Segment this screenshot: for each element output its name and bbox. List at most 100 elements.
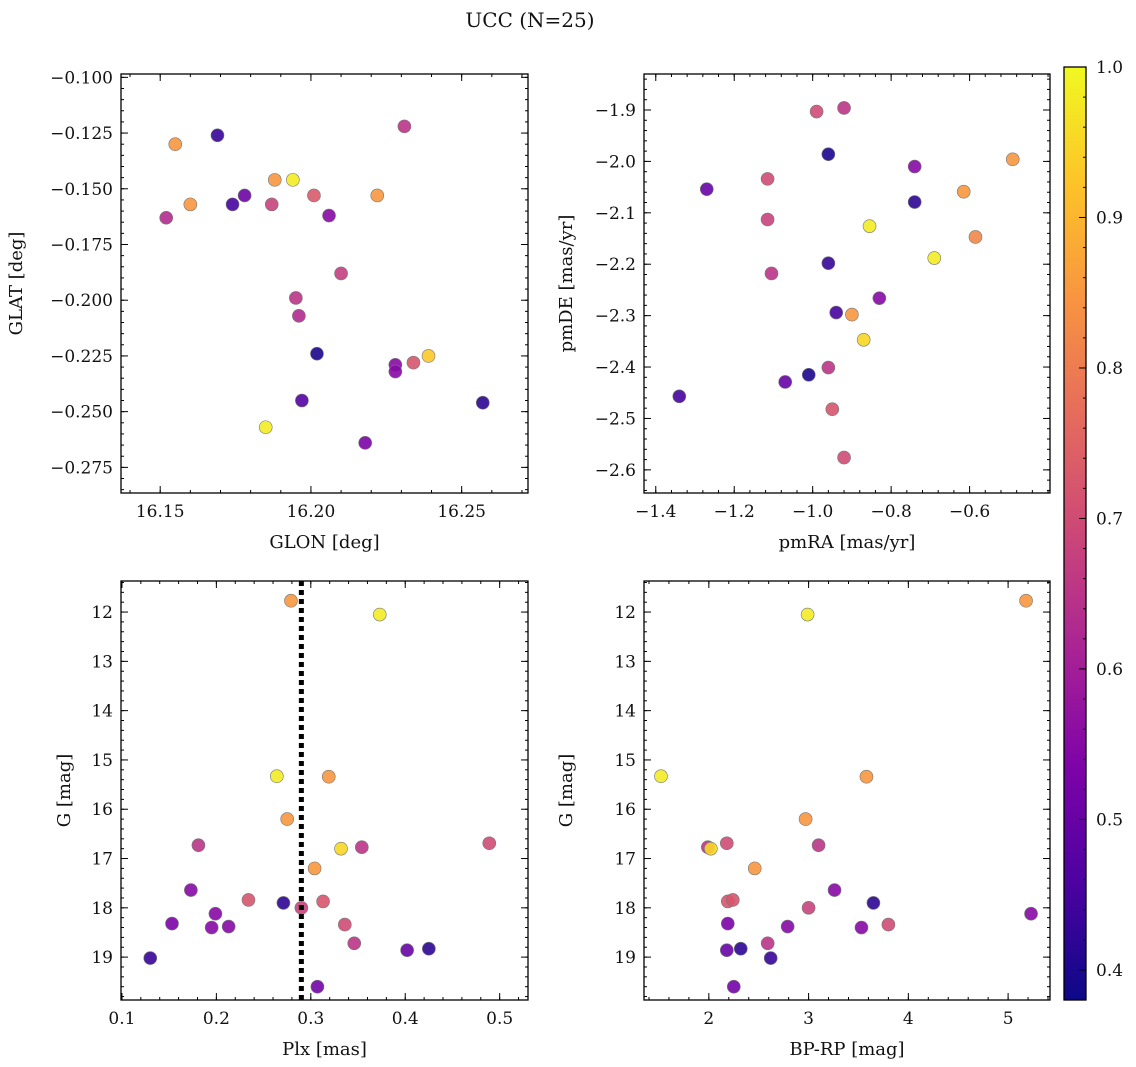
- y-axis-label: G [mag]: [556, 754, 577, 827]
- data-point: [726, 979, 741, 994]
- y-tick-label: −0.175: [50, 235, 113, 255]
- data-point: [267, 173, 282, 187]
- data-point: [798, 812, 813, 826]
- data-point: [927, 251, 942, 265]
- data-point: [821, 256, 836, 270]
- data-point: [270, 769, 284, 784]
- colorbar-gradient: [1063, 66, 1087, 1001]
- data-point: [286, 173, 300, 187]
- x-tick-label: 0.4: [392, 1009, 419, 1029]
- x-tick-label: 0.2: [203, 1009, 230, 1029]
- y-tick-label: 18: [614, 899, 636, 919]
- data-point: [1005, 152, 1020, 167]
- scatter-points: [143, 593, 497, 994]
- subplot-3: 0.1 0.2 0.3 0.4 0.5 12 13 14 15 16 17 18 19 Plx [mas]…: [54, 580, 529, 1060]
- y-tick-label: 12: [91, 603, 113, 623]
- data-point: [881, 917, 896, 932]
- data-point: [422, 941, 436, 956]
- data-point: [482, 836, 497, 851]
- colorbar-tick-label: 0.4: [1096, 961, 1123, 981]
- data-point: [968, 230, 983, 244]
- data-point: [322, 208, 336, 223]
- data-point: [907, 195, 922, 209]
- x-axis-label: pmRA [mas/yr]: [779, 532, 916, 553]
- x-tick-label: −1.2: [714, 502, 755, 522]
- x-axis-label: BP-RP [mag]: [789, 1039, 904, 1060]
- subplot-1: 16.15 16.20 16.25 −0.100 −0.125 −0.150 −0.175 −…: [6, 68, 529, 553]
- data-point: [400, 943, 414, 958]
- axis-ticks: [121, 581, 528, 1000]
- colorbar-tick-label: 0.7: [1096, 509, 1123, 529]
- y-tick-label: 17: [614, 850, 636, 870]
- data-point: [837, 101, 851, 115]
- data-point: [747, 861, 762, 876]
- data-point: [334, 841, 348, 856]
- data-point: [276, 896, 291, 910]
- x-tick-label: 0.1: [108, 1009, 135, 1029]
- data-point: [719, 943, 734, 958]
- x-axis-label: Plx [mas]: [282, 1039, 367, 1060]
- data-point: [406, 355, 421, 370]
- data-point: [854, 920, 869, 935]
- y-tick-label: 18: [91, 899, 113, 919]
- y-axis-label: pmDE [mas/yr]: [556, 215, 577, 353]
- data-point: [760, 936, 775, 951]
- data-point: [210, 128, 225, 143]
- data-point: [760, 212, 775, 227]
- data-point: [764, 266, 779, 281]
- data-point: [310, 979, 325, 994]
- data-point: [347, 936, 362, 951]
- data-point: [859, 769, 874, 784]
- x-tick-label: 0.3: [297, 1009, 324, 1029]
- data-point: [264, 197, 279, 212]
- y-axis-label: G [mag]: [54, 754, 75, 827]
- x-tick-label: −1.0: [792, 502, 833, 522]
- data-point: [821, 360, 836, 375]
- data-point: [763, 951, 778, 965]
- y-tick-label: −2.6: [595, 461, 636, 481]
- data-point: [760, 172, 775, 186]
- data-point: [289, 291, 303, 305]
- data-point: [321, 769, 336, 784]
- data-point: [183, 197, 198, 212]
- figure-title: UCC (N=25): [465, 8, 594, 32]
- colorbar-tick-label: 0.8: [1096, 359, 1123, 379]
- x-tick-label: 4: [903, 1009, 914, 1029]
- data-point: [143, 951, 158, 965]
- data-point: [168, 137, 183, 152]
- colorbar: 0.4 0.5 0.6 0.7 0.8 0.9 1.0: [1063, 58, 1123, 1001]
- data-point: [845, 307, 859, 322]
- x-tick-label: 16.15: [136, 502, 185, 522]
- data-point: [872, 291, 887, 305]
- axes-frame: [120, 580, 529, 1001]
- y-tick-label: 16: [614, 800, 636, 820]
- data-point: [204, 920, 219, 935]
- data-point: [159, 210, 174, 225]
- data-point: [907, 159, 922, 174]
- data-point: [225, 197, 240, 212]
- y-tick-label: −0.250: [50, 403, 113, 423]
- scatter-points: [159, 119, 490, 450]
- y-tick-label: 14: [614, 702, 636, 722]
- y-tick-label: 16: [91, 800, 113, 820]
- data-point: [292, 309, 306, 323]
- y-tick-label: −1.9: [595, 101, 636, 121]
- data-point: [733, 941, 748, 956]
- data-point: [307, 188, 321, 203]
- data-point: [355, 840, 369, 854]
- data-point: [780, 919, 795, 934]
- colorbar-tick-label: 1.0: [1096, 58, 1123, 78]
- data-point: [241, 893, 256, 907]
- subplot-2: −1.4 −1.2 −1.0 −0.8 −0.6 −1.9 −2.0 −2.1 −2.2 −2.3…: [556, 73, 1051, 553]
- data-point: [801, 367, 816, 382]
- data-point: [208, 906, 223, 921]
- y-tick-label: −0.275: [50, 458, 113, 478]
- data-point: [370, 188, 385, 203]
- x-tick-label: 0.5: [486, 1009, 513, 1029]
- data-point: [821, 147, 836, 162]
- data-point: [811, 838, 826, 853]
- data-point: [956, 184, 971, 199]
- data-point: [310, 346, 324, 361]
- data-point: [191, 838, 206, 853]
- scatter-points: [654, 593, 1038, 994]
